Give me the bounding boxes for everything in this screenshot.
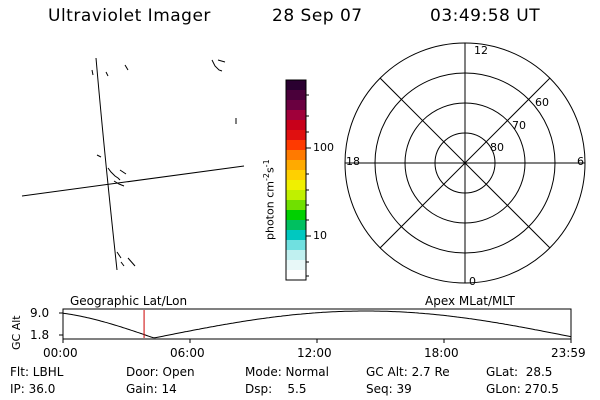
colorbar-segment bbox=[286, 150, 306, 161]
colorbar-segment bbox=[286, 190, 306, 201]
info-gain: Gain: 14 bbox=[126, 382, 177, 396]
timeline-tick-1: 06:00 bbox=[170, 346, 205, 360]
time-label: 03:49:58 UT bbox=[430, 6, 541, 26]
colorbar-unit-label: photon cm-2s-1 bbox=[262, 159, 277, 240]
polar-diagonal-2 bbox=[379, 77, 551, 249]
timeline-y-label: GC Alt bbox=[10, 315, 23, 350]
timeline-y-max: 9.0 bbox=[30, 306, 50, 320]
info-glon: GLon: 270.5 bbox=[486, 382, 559, 396]
info-door: Door: Open bbox=[126, 365, 195, 379]
timeline-ticks bbox=[59, 312, 572, 343]
colorbar-segment bbox=[286, 170, 306, 181]
colorbar-segment bbox=[286, 80, 306, 91]
timeline-y-min: 1.8 bbox=[30, 328, 50, 342]
colorbar-segment bbox=[286, 220, 306, 231]
colorbar-tick-100: 100 bbox=[313, 141, 334, 154]
colorbar-ticks bbox=[306, 94, 311, 277]
colorbar bbox=[286, 80, 306, 281]
colorbar-segment bbox=[286, 260, 306, 271]
polar-label-mlt-6: 6 bbox=[577, 155, 584, 168]
colorbar-segment bbox=[286, 110, 306, 121]
colorbar-segment bbox=[286, 240, 306, 251]
timeline-panel bbox=[59, 308, 572, 343]
info-mode: Mode: Normal bbox=[245, 365, 329, 379]
map-meridian-line bbox=[95, 57, 118, 271]
app-title: Ultraviolet Imager bbox=[48, 6, 211, 26]
polar-label-mlt-18: 18 bbox=[346, 155, 360, 168]
colorbar-segment bbox=[286, 230, 306, 241]
timeline-tick-0: 00:00 bbox=[43, 346, 78, 360]
info-filter: Flt: LBHL bbox=[10, 365, 64, 379]
polar-label-lat-60: 60 bbox=[535, 96, 549, 109]
geographic-title: Geographic Lat/Lon bbox=[70, 294, 188, 308]
info-gc-alt: GC Alt: 2.7 Re bbox=[366, 365, 450, 379]
date-label: 28 Sep 07 bbox=[272, 6, 363, 26]
colorbar-segment bbox=[286, 90, 306, 101]
timeline-frame bbox=[62, 308, 572, 340]
info-ip: IP: 36.0 bbox=[10, 382, 56, 396]
polar-label-lat-70: 70 bbox=[512, 119, 526, 132]
info-glat: GLat: 28.5 bbox=[486, 365, 553, 379]
colorbar-segment bbox=[286, 120, 306, 131]
colorbar-segment bbox=[286, 250, 306, 261]
colorbar-segment bbox=[286, 210, 306, 221]
polar-label-lat-80: 80 bbox=[490, 141, 504, 154]
polar-plot bbox=[344, 42, 586, 284]
colorbar-segment bbox=[286, 100, 306, 111]
colorbar-segment bbox=[286, 140, 306, 151]
orbit-altitude-curve bbox=[62, 310, 572, 339]
map-parallel-line bbox=[21, 165, 245, 197]
colorbar-segment bbox=[286, 180, 306, 191]
colorbar-segment bbox=[286, 130, 306, 141]
polar-label-mlt-0: 0 bbox=[469, 275, 476, 288]
geographic-map bbox=[21, 57, 245, 271]
timeline-tick-2: 12:00 bbox=[297, 346, 332, 360]
timeline-tick-3: 18:00 bbox=[424, 346, 459, 360]
colorbar-segment bbox=[286, 160, 306, 171]
colorbar-frame bbox=[285, 79, 307, 281]
coastline-fragments bbox=[91, 59, 237, 267]
polar-label-mlt-12: 12 bbox=[474, 44, 488, 57]
colorbar-segment bbox=[286, 200, 306, 211]
info-dsp: Dsp: 5.5 bbox=[245, 382, 307, 396]
apex-title: Apex MLat/MLT bbox=[425, 294, 515, 308]
timeline-tick-4: 23:59 bbox=[551, 346, 586, 360]
colorbar-segment bbox=[286, 270, 306, 281]
info-seq: Seq: 39 bbox=[366, 382, 412, 396]
colorbar-tick-10: 10 bbox=[313, 229, 327, 242]
